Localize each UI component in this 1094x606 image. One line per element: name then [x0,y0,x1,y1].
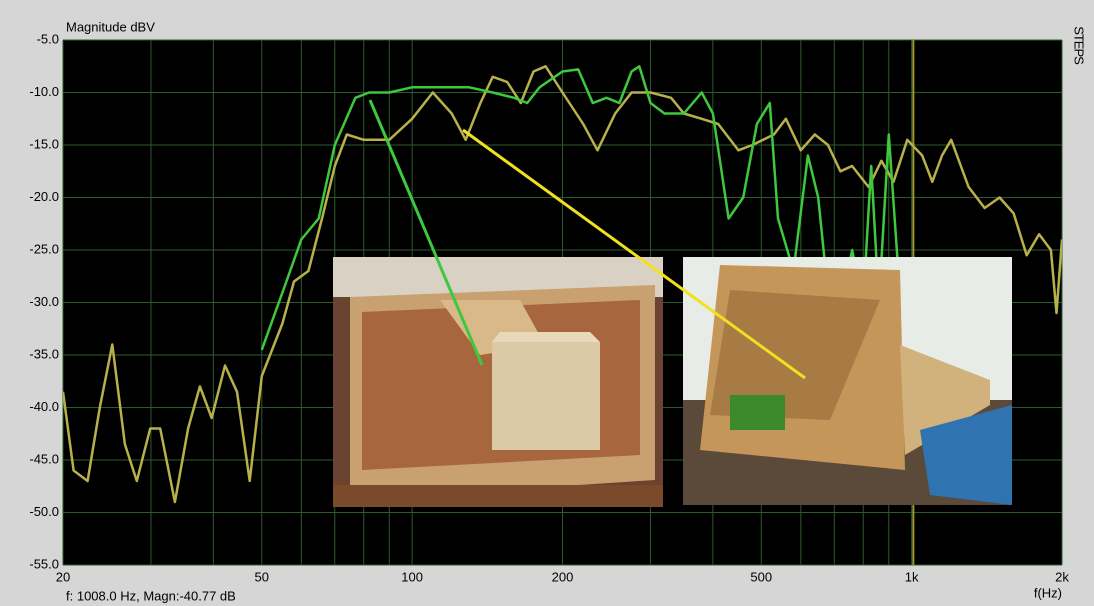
x-tick-label: 200 [552,569,574,584]
y-axis-label: Magnitude dBV [66,19,155,34]
y-tick-label: -25.0 [29,241,59,256]
x-axis-label: f(Hz) [1034,585,1062,600]
y-tick-label: -35.0 [29,346,59,361]
y-tick-label: -30.0 [29,294,59,309]
side-label: STEPS [1072,26,1087,65]
x-tick-label: 500 [750,569,772,584]
photo-right [683,257,1012,505]
y-tick-label: -15.0 [29,136,59,151]
status-text: f: 1008.0 Hz, Magn:-40.77 dB [66,588,236,603]
y-tick-label: -5.0 [37,31,59,46]
x-tick-label: 1k [905,569,919,584]
x-tick-label: 100 [401,569,423,584]
x-tick-label: 20 [56,569,70,584]
page: -5.0 -10.0 -15.0 -20.0 -25.0 -30.0 -35.0 -40.0 -… [0,0,1094,606]
x-tick-label: 2k [1055,569,1069,584]
y-tick-label: -20.0 [29,189,59,204]
chart: -5.0 -10.0 -15.0 -20.0 -25.0 -30.0 -35.0 -40.0 -… [0,0,1094,606]
y-tick-label: -50.0 [29,504,59,519]
side-label-text: STEPS [1072,26,1087,65]
x-tick-label: 50 [255,569,269,584]
y-tick-label: -45.0 [29,451,59,466]
y-tick-label: -55.0 [29,556,59,571]
y-tick-label: -40.0 [29,399,59,414]
photo-left [333,257,663,507]
y-tick-label: -10.0 [29,84,59,99]
